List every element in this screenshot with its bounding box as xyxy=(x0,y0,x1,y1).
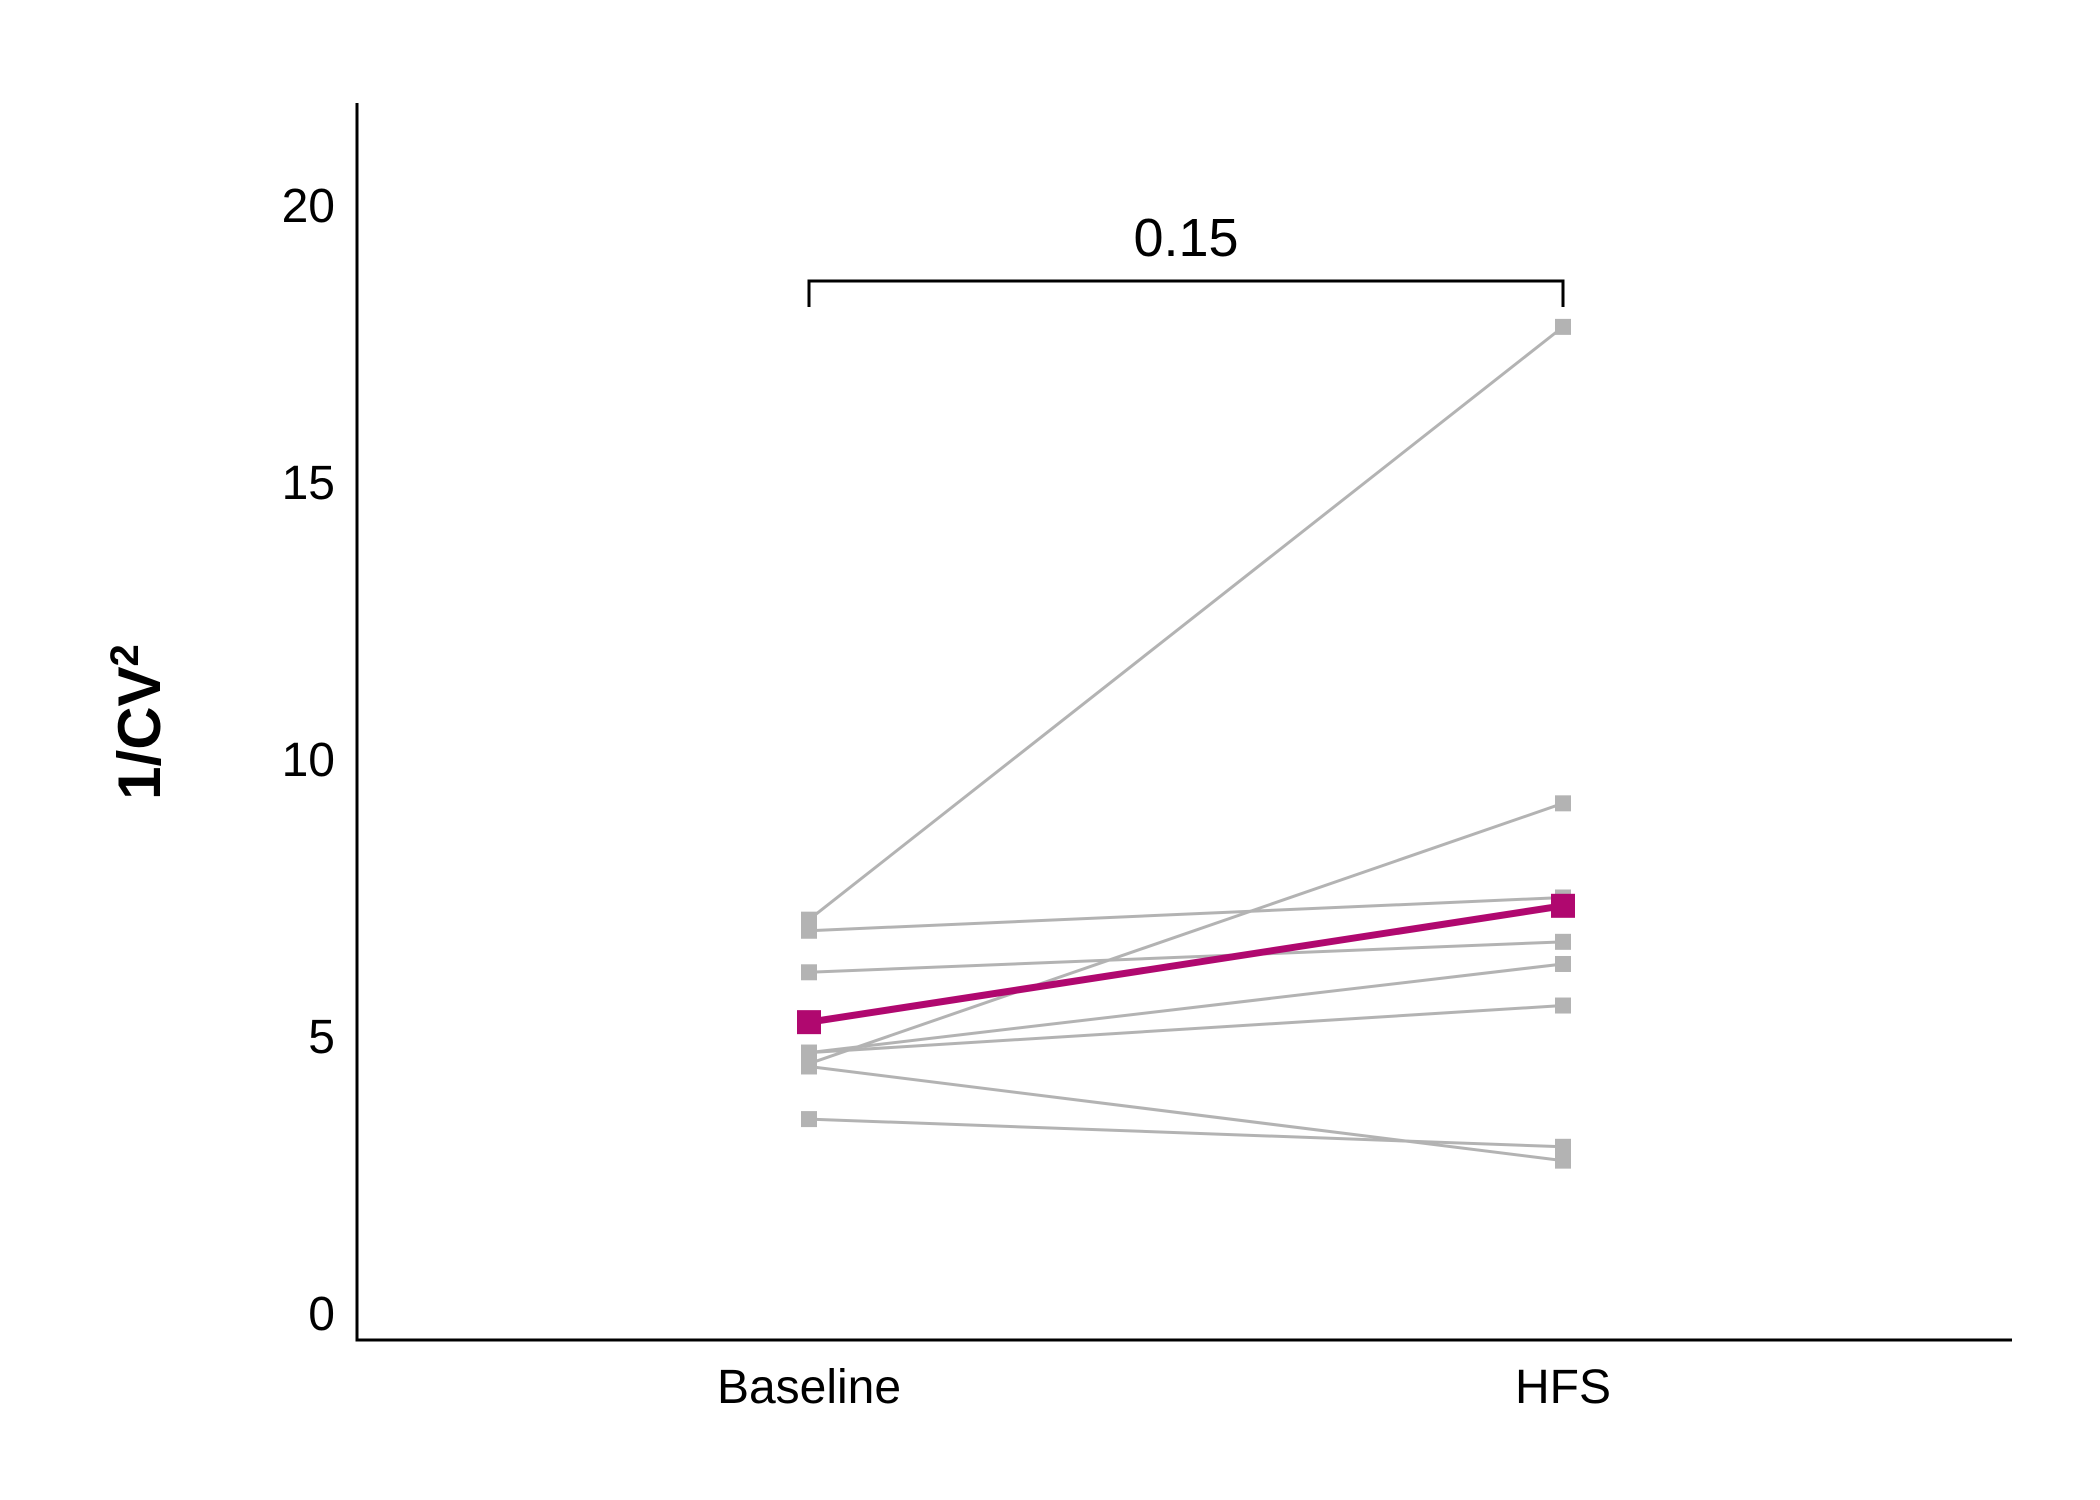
y-tick-label: 0 xyxy=(308,1288,335,1341)
subject-series xyxy=(801,318,1571,928)
subject-series xyxy=(801,1058,1571,1169)
subject-line xyxy=(808,962,1564,1055)
subject-marker xyxy=(801,1111,817,1128)
mean-marker xyxy=(797,1010,821,1035)
subject-marker xyxy=(801,964,817,981)
y-tick-label: 20 xyxy=(282,180,335,233)
subject-line xyxy=(808,325,1564,921)
significance-annotation: 0.15 xyxy=(807,208,1565,307)
y-tick-label: 10 xyxy=(282,734,335,787)
y-tick-label: 5 xyxy=(308,1011,335,1064)
subject-marker xyxy=(801,1044,817,1061)
y-axis-title-superscript: 2 xyxy=(103,644,147,666)
mean-marker xyxy=(1551,893,1575,918)
subject-series xyxy=(801,933,1571,981)
axes-layer xyxy=(355,103,2012,1342)
subject-line xyxy=(808,896,1564,933)
x-category-label: HFS xyxy=(1515,1361,1611,1414)
subject-line xyxy=(808,1117,1564,1149)
subject-line xyxy=(808,1004,1564,1055)
subject-line xyxy=(808,1064,1564,1163)
subject-marker xyxy=(801,922,817,939)
series-layer xyxy=(797,318,1575,1169)
subject-marker xyxy=(1555,1152,1571,1169)
subject-series xyxy=(801,997,1571,1061)
subject-marker xyxy=(1555,795,1571,812)
x-category-labels: Baseline HFS xyxy=(717,1361,1611,1414)
subject-marker xyxy=(801,1058,817,1075)
subject-series xyxy=(801,1111,1571,1155)
subject-marker xyxy=(1555,1138,1571,1155)
subject-marker xyxy=(1555,318,1571,335)
subject-line xyxy=(808,940,1564,974)
subject-marker xyxy=(1555,997,1571,1014)
y-tick-label: 15 xyxy=(282,457,335,510)
x-category-label: Baseline xyxy=(717,1361,901,1414)
y-tick-labels: 0 5 10 15 20 xyxy=(282,180,335,1341)
subject-series xyxy=(801,889,1571,939)
subject-line xyxy=(808,801,1564,1066)
p-value-label: 0.15 xyxy=(1133,208,1238,268)
significance-bracket xyxy=(807,279,1565,307)
subject-marker xyxy=(1555,955,1571,972)
y-axis-title-text: 1/CV xyxy=(106,666,173,799)
mean-series xyxy=(797,893,1575,1035)
y-axis-title: 1/CV2 xyxy=(103,644,173,800)
mean-line xyxy=(808,902,1564,1026)
subject-marker xyxy=(1555,933,1571,950)
